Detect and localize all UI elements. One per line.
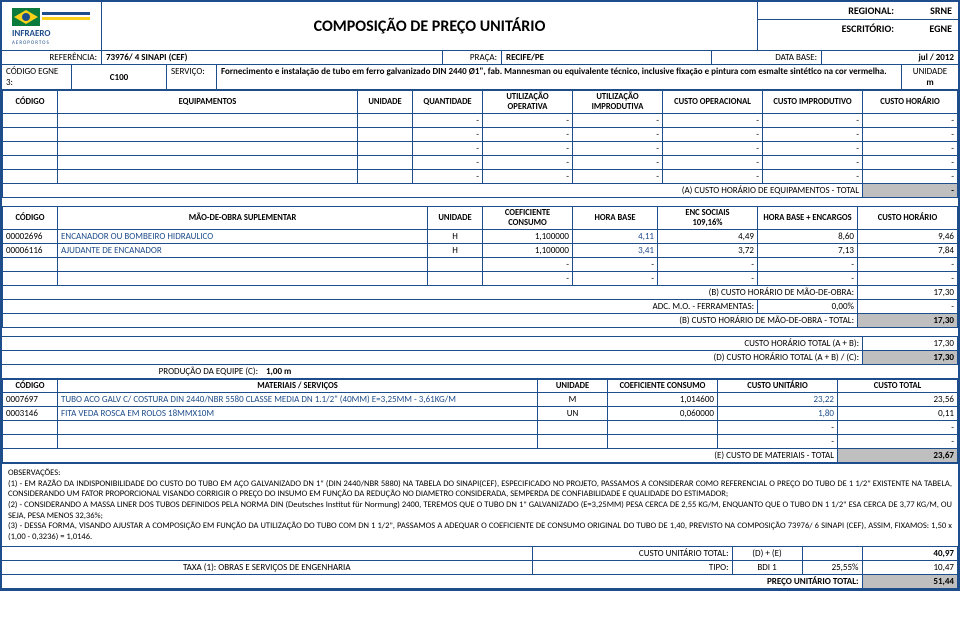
- mat-etot-row: (E) CUSTO DE MATERIAIS - TOTAL23,67: [3, 449, 958, 463]
- pu-total-row: PREÇO UNITÁRIO TOTAL: 51,44: [2, 575, 958, 589]
- servico-label: SERVIÇO:: [167, 65, 217, 89]
- ref-row: REFERÊNCIA: 73976/ 4 SINAPI (CEF) PRAÇA:…: [2, 51, 958, 65]
- equip-total-row: (A) CUSTO HORÁRIO DE EQUIPAMENTOS - TOTA…: [3, 184, 958, 198]
- logo-cell: INFRAERO AEROPORTOS: [2, 2, 102, 50]
- mao-b-row: (B) CUSTO HORÁRIO DE MÃO-DE-OBRA:17,30: [3, 286, 958, 300]
- codegne-label: CÓDIGO EGNE 3:: [2, 65, 72, 89]
- table-row: ------: [3, 142, 958, 156]
- svg-text:AEROPORTOS: AEROPORTOS: [12, 40, 50, 46]
- th-unid: UNIDADE: [428, 207, 483, 230]
- th-codigo: CÓDIGO: [3, 91, 58, 114]
- prod-row: PRODUÇÃO DA EQUIPE (C): 1,00 m: [2, 365, 958, 379]
- th-custo-imp: CUSTO IMPRODUTIVO: [763, 91, 863, 114]
- ab-row: CUSTO HORÁRIO TOTAL (A + B):17,30: [2, 337, 958, 351]
- table-row: 00002696 ENCANADOR OU BOMBEIRO HIDRAULIC…: [3, 230, 958, 244]
- page: INFRAERO AEROPORTOS COMPOSIÇÃO DE PREÇO …: [0, 0, 960, 591]
- servico-value: Fornecimento e instalação de tubo em fer…: [217, 65, 902, 89]
- table-row: ------: [3, 114, 958, 128]
- table-row: ------: [3, 128, 958, 142]
- obs-title: OBSERVAÇÕES:: [8, 468, 952, 479]
- th-custo-op: CUSTO OPERACIONAL: [663, 91, 763, 114]
- equip-total-label: (A) CUSTO HORÁRIO DE EQUIPAMENTOS - TOTA…: [3, 184, 863, 198]
- codegne-value: C100: [72, 65, 167, 89]
- servico-row: CÓDIGO EGNE 3: C100 SERVIÇO: Forneciment…: [2, 65, 958, 90]
- th-codigo: CÓDIGO: [3, 207, 58, 230]
- th-ct: CUSTO TOTAL: [838, 380, 958, 393]
- table-row: -----: [3, 258, 958, 272]
- th-hb: HORA BASE + ENCARGOS: [758, 207, 858, 230]
- table-row: 00006116 AJUDANTE DE ENCANADOR H 1,10000…: [3, 244, 958, 258]
- cu-total-row: CUSTO UNITÁRIO TOTAL: (D) + (E) 40,97: [2, 547, 958, 561]
- escritorio-value: EGNE: [902, 22, 952, 35]
- table-row: --: [3, 421, 958, 435]
- taxa-row: TAXA (1): OBRAS E SERVIÇOS DE ENGENHARIA…: [2, 561, 958, 575]
- th-mat: MATERIAIS / SERVIÇOS: [58, 380, 538, 393]
- th-qtd: QUANTIDADE: [413, 91, 483, 114]
- header: INFRAERO AEROPORTOS COMPOSIÇÃO DE PREÇO …: [2, 2, 958, 51]
- th-mao: MÃO-DE-OBRA SUPLEMENTAR: [58, 207, 428, 230]
- regional-value: SRNE: [902, 4, 952, 17]
- table-row: 0003146 FITA VEDA ROSCA EM ROLOS 18MMX10…: [3, 407, 958, 421]
- table-row: ------: [3, 156, 958, 170]
- escritorio-label: ESCRITÓRIO:: [764, 22, 902, 35]
- dc-row: (D) CUSTO HORÁRIO TOTAL (A + B) / (C):17…: [2, 351, 958, 365]
- th-util-imp: UTILIZAÇÃO IMPRODUTIVA: [573, 91, 663, 114]
- page-title: COMPOSIÇÃO DE PREÇO UNITÁRIO: [102, 2, 758, 50]
- infraero-logo: INFRAERO AEROPORTOS: [12, 6, 92, 46]
- equip-table: CÓDIGO EQUIPAMENTOS UNIDADE QUANTIDADE U…: [2, 90, 958, 198]
- th-codigo: CÓDIGO: [3, 380, 58, 393]
- observacoes: OBSERVAÇÕES: (1) - EM RAZÃO DA INDISPONI…: [2, 463, 958, 546]
- ref-value: 73976/ 4 SINAPI (CEF): [102, 51, 442, 64]
- svg-text:INFRAERO: INFRAERO: [12, 28, 50, 39]
- mao-btot-row: (B) CUSTO HORÁRIO DE MÃO-DE-OBRA - TOTAL…: [3, 314, 958, 328]
- table-row: 0007697 TUBO ACO GALV C/ COSTURA DIN 244…: [3, 393, 958, 407]
- praca-label: PRAÇA:: [442, 51, 502, 64]
- th-cu: CUSTO UNITÁRIO: [718, 380, 838, 393]
- mao-adc-row: ADC. M.O. - FERRAMENTAS:0,00%-: [3, 300, 958, 314]
- prod-value: 1,00 m: [262, 365, 958, 378]
- table-row: -----: [3, 272, 958, 286]
- th-enc: ENC SOCIAIS 109,16%: [658, 207, 758, 230]
- mat-table: CÓDIGO MATERIAIS / SERVIÇOS UNIDADE COEF…: [2, 379, 958, 463]
- prod-label: PRODUÇÃO DA EQUIPE (C):: [2, 365, 262, 378]
- obs-line-3: (3) - DESSA FORMA, VISANDO AJUSTAR A COM…: [8, 521, 952, 542]
- th-ch: CUSTO HORÁRIO: [858, 207, 958, 230]
- th-equip: EQUIPAMENTOS: [58, 91, 358, 114]
- th-util-op: UTILIZAÇÃO OPERATIVA: [483, 91, 573, 114]
- ref-label: REFERÊNCIA:: [2, 51, 102, 64]
- mao-table: CÓDIGO MÃO-DE-OBRA SUPLEMENTAR UNIDADE C…: [2, 206, 958, 328]
- unidade-label: UNIDADE: [906, 66, 954, 77]
- database-label: DATA BASE:: [712, 51, 822, 64]
- regional-label: REGIONAL:: [764, 4, 902, 17]
- th-unid: UNIDADE: [538, 380, 608, 393]
- table-row: --: [3, 435, 958, 449]
- th-coef: COEFICIENTE CONSUMO: [483, 207, 573, 230]
- regional-box: REGIONAL: SRNE ESCRITÓRIO: EGNE: [758, 2, 958, 50]
- unidade-value: m: [906, 77, 954, 88]
- praca-value: RECIFE/PE: [502, 51, 712, 64]
- th-custo-hor: CUSTO HORÁRIO: [863, 91, 958, 114]
- th-unid: UNIDADE: [358, 91, 413, 114]
- table-row: ------: [3, 170, 958, 184]
- ab-table: CUSTO HORÁRIO TOTAL (A + B):17,30 (D) CU…: [2, 336, 958, 365]
- database-value: jul / 2012: [822, 51, 958, 64]
- obs-line-2: (2) - CONSIDERANDO A MASSA LINER DOS TUB…: [8, 500, 952, 521]
- th-coef: COEFICIENTE CONSUMO: [608, 380, 718, 393]
- obs-line-1: (1) - EM RAZÃO DA INDISPONIBILIDADE DO C…: [8, 479, 952, 500]
- th-hora: HORA BASE: [573, 207, 658, 230]
- footer-totals: CUSTO UNITÁRIO TOTAL: (D) + (E) 40,97 TA…: [2, 546, 958, 589]
- equip-total-value: -: [863, 184, 958, 198]
